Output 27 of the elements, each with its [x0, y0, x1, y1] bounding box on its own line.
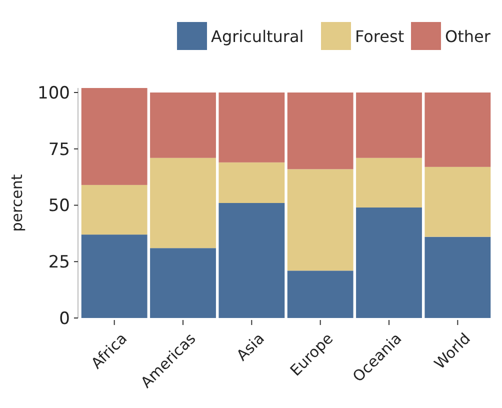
bar: [81, 88, 148, 185]
bar: [81, 234, 148, 318]
bar: [356, 158, 422, 208]
bar: [218, 92, 285, 162]
y-tick-label: 25: [48, 252, 70, 273]
bar: [81, 184, 148, 235]
bar: [356, 92, 422, 158]
y-tick-label: 75: [48, 140, 70, 160]
y-tick-label: 0: [59, 308, 70, 329]
bar: [150, 158, 216, 248]
bar: [287, 92, 354, 170]
bar: [287, 270, 354, 318]
legend-label: Agricultural: [211, 27, 304, 46]
bar: [150, 92, 216, 158]
bar: [356, 208, 422, 318]
bar: [150, 248, 216, 318]
y-axis-title: percent: [8, 174, 26, 232]
bar: [424, 166, 491, 237]
bar: [424, 236, 491, 318]
y-tick-label: 100: [38, 83, 70, 104]
bar: [424, 92, 491, 167]
bar: [218, 203, 285, 318]
y-tick-label: 50: [48, 196, 70, 216]
legend-label: Other: [445, 27, 491, 46]
legend-label: Forest: [355, 27, 404, 46]
bar: [218, 162, 285, 203]
bar: [287, 169, 354, 271]
